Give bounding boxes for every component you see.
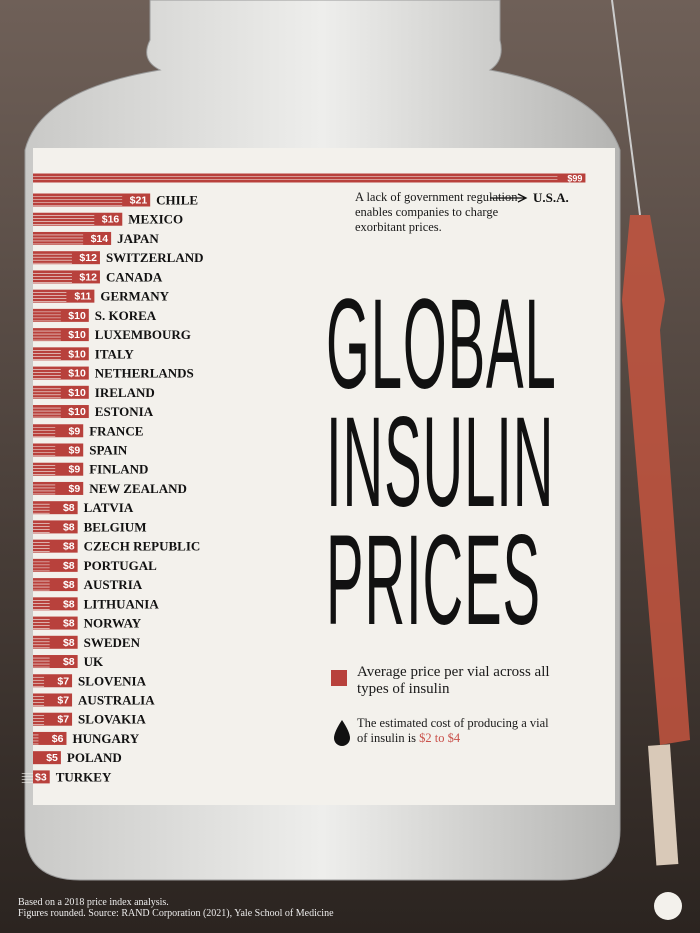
bar xyxy=(33,751,61,765)
category-label: PORTUGAL xyxy=(84,558,158,573)
category-label: NORWAY xyxy=(84,616,142,631)
value-label: $8 xyxy=(63,541,75,553)
value-label: $99 xyxy=(567,174,582,184)
category-label: LITHUANIA xyxy=(84,596,160,611)
value-label: $6 xyxy=(52,733,64,745)
value-label: $8 xyxy=(63,502,75,514)
bar xyxy=(33,770,50,784)
category-label: ESTONIA xyxy=(95,404,154,419)
category-label: GERMANY xyxy=(100,289,169,304)
value-label: $5 xyxy=(46,752,58,764)
category-label: MEXICO xyxy=(128,212,183,227)
note-text: The estimated cost of producing a vial o… xyxy=(357,716,549,745)
category-label: JAPAN xyxy=(117,231,159,246)
category-label: CANADA xyxy=(106,269,163,284)
category-label: NETHERLANDS xyxy=(95,366,194,381)
arrow xyxy=(490,193,528,203)
value-label: $10 xyxy=(68,406,86,418)
value-label: $7 xyxy=(57,694,69,706)
source-line: Based on a 2018 price index analysis. xyxy=(18,897,169,908)
value-label: $9 xyxy=(69,483,81,495)
value-label: $7 xyxy=(57,675,69,687)
value-label: $21 xyxy=(130,195,148,207)
value-label: $9 xyxy=(69,444,81,456)
value-label: $8 xyxy=(63,521,75,533)
bar xyxy=(33,731,67,745)
value-label: $9 xyxy=(69,464,81,476)
value-label: $7 xyxy=(57,714,69,726)
value-label: $11 xyxy=(74,291,91,303)
category-label: TURKEY xyxy=(56,769,112,784)
value-label: $16 xyxy=(102,214,120,226)
value-label: $8 xyxy=(63,618,75,630)
note-highlight: $2 to $4 xyxy=(419,731,461,745)
category-label: SLOVAKIA xyxy=(78,712,146,727)
category-label: LATVIA xyxy=(84,500,134,515)
category-label: SLOVENIA xyxy=(78,673,147,688)
value-label: $8 xyxy=(63,579,75,591)
category-label: SPAIN xyxy=(89,442,128,457)
value-label: $10 xyxy=(68,329,86,341)
value-label: $12 xyxy=(79,252,97,264)
value-label: $8 xyxy=(63,560,75,572)
category-label: UK xyxy=(84,654,104,669)
source: Based on a 2018 price index analysis. Fig… xyxy=(18,897,438,919)
value-label: $10 xyxy=(68,387,86,399)
value-label: $8 xyxy=(63,637,75,649)
value-label: $10 xyxy=(68,310,86,322)
legend-text: Average price per vial across all types … xyxy=(357,664,550,697)
bar xyxy=(33,173,586,183)
annotation: A lack of government regulation enables … xyxy=(355,190,518,234)
value-label: $8 xyxy=(63,656,75,668)
category-label: LUXEMBOURG xyxy=(95,327,191,342)
label xyxy=(33,148,615,805)
category-label: FINLAND xyxy=(89,462,148,477)
category-label: POLAND xyxy=(67,750,122,765)
category-label: SWITZERLAND xyxy=(106,250,204,265)
category-label: CHILE xyxy=(156,193,198,208)
source-line: Figures rounded. Source: RAND Corporatio… xyxy=(18,908,334,919)
value-label: $10 xyxy=(68,348,86,360)
category-label: S. KOREA xyxy=(95,308,157,323)
value-label: $8 xyxy=(63,598,75,610)
note: The estimated cost of producing a vial o… xyxy=(357,716,562,746)
category-label: AUSTRALIA xyxy=(78,692,155,707)
value-label: $12 xyxy=(79,271,97,283)
value-label: $14 xyxy=(91,233,109,245)
legend-swatch xyxy=(331,670,347,686)
value-label: $10 xyxy=(68,368,86,380)
category-label: NEW ZEALAND xyxy=(89,481,187,496)
category-label: U.S.A. xyxy=(533,190,569,205)
category-label: IRELAND xyxy=(95,385,155,400)
drop-icon xyxy=(334,720,350,746)
category-label: FRANCE xyxy=(89,423,143,438)
category-label: SWEDEN xyxy=(84,635,141,650)
value-label: $9 xyxy=(69,425,81,437)
category-label: HUNGARY xyxy=(72,731,139,746)
category-label: AUSTRIA xyxy=(84,577,143,592)
value-label: $3 xyxy=(35,771,47,783)
category-label: ITALY xyxy=(95,346,135,361)
category-label: BELGIUM xyxy=(84,519,147,534)
category-label: CZECH REPUBLIC xyxy=(84,539,201,554)
syringe xyxy=(611,0,690,866)
logo xyxy=(654,892,682,920)
